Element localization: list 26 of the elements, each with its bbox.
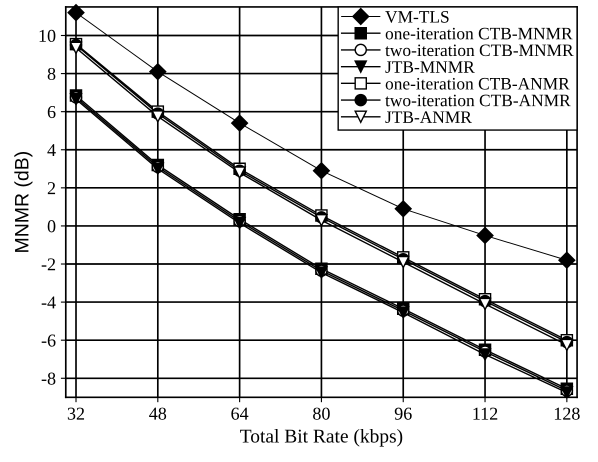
legend-label: two-iteration CTB-ANMR <box>385 94 571 106</box>
legend-label: one-iteration CTB-MNMR <box>386 28 573 40</box>
legend-label: two-iteration CTB-MNMR <box>385 44 574 56</box>
x-tick-label: 112 <box>473 408 498 420</box>
y-tick-label: 0 <box>48 220 56 232</box>
legend-label: one-iteration CTB-ANMR <box>386 78 570 90</box>
y-tick-label: -8 <box>42 372 56 385</box>
legend-label: VM-TLS <box>385 11 449 23</box>
x-tick-label: 48 <box>149 408 166 420</box>
y-tick-label: 10 <box>40 30 56 42</box>
x-tick-label: 96 <box>394 408 412 420</box>
y-tick-label: 8 <box>48 68 56 80</box>
y-tick-label: -2 <box>42 258 56 270</box>
y-tick-label: -4 <box>42 296 56 308</box>
y-tick-label: 6 <box>48 106 56 118</box>
legend-label: JTB-MNMR <box>385 61 475 73</box>
x-axis-title: Total Bit Rate (kbps) <box>240 428 402 447</box>
x-tick-label: 32 <box>68 408 84 420</box>
y-tick-label: 2 <box>48 182 56 194</box>
y-tick-label: 4 <box>47 144 56 156</box>
x-tick-label: 128 <box>554 408 580 420</box>
legend-label: JTB-ANMR <box>385 111 472 124</box>
x-tick-label: 64 <box>231 408 248 420</box>
y-axis-title: MNMR (dB) <box>14 152 32 252</box>
x-tick-label: 80 <box>313 408 330 420</box>
y-tick-label: -6 <box>42 334 56 347</box>
